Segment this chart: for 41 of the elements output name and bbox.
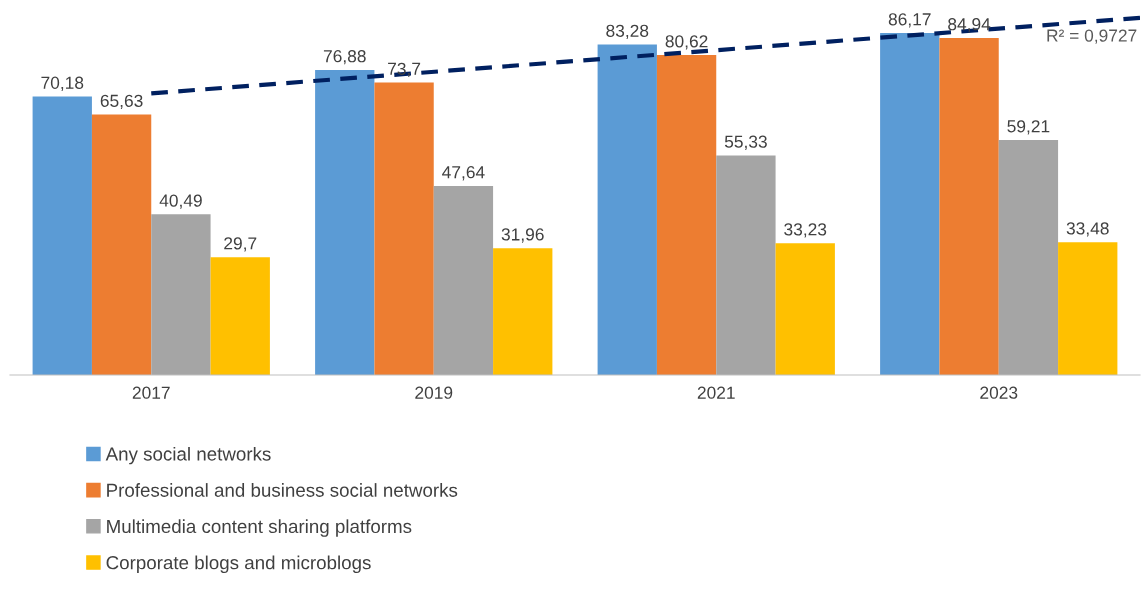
legend-label: Multimedia content sharing platforms [107, 519, 412, 537]
data-label: 83,28 [606, 24, 649, 39]
bar [656, 55, 717, 375]
x-tick-label: 2019 [415, 386, 453, 399]
annotation: R² = 0,9727 [1047, 29, 1137, 44]
data-label: 65,63 [100, 94, 143, 110]
bar [939, 37, 999, 375]
bar [716, 155, 776, 375]
data-label: 29,7 [224, 237, 257, 252]
data-label: 76,88 [323, 50, 366, 65]
bar [32, 96, 92, 375]
bar [998, 140, 1059, 375]
data-label: 80,62 [665, 35, 708, 50]
bar [493, 248, 553, 375]
legend-label: Corporate blogs and microblogs [106, 555, 371, 574]
data-label: 33,48 [1066, 222, 1109, 237]
bar [315, 69, 375, 375]
data-label: 33,23 [784, 223, 827, 238]
bar [91, 114, 152, 375]
x-tick-label: 2023 [980, 386, 1018, 399]
bar [374, 82, 434, 375]
x-tick-label: 2017 [132, 386, 170, 399]
data-label: 31,96 [501, 228, 544, 243]
data-label: 73,7 [388, 62, 421, 77]
bar [433, 185, 494, 375]
bar [151, 214, 211, 375]
x-tick-label: 2021 [697, 386, 735, 399]
data-label: 70,18 [41, 76, 84, 91]
data-label: 47,64 [442, 166, 485, 181]
legend-label: Professional and business social networks [107, 483, 458, 497]
bar [880, 33, 940, 375]
data-label: 59,21 [1007, 120, 1050, 135]
bar [210, 257, 270, 375]
data-label: 86,17 [888, 13, 931, 28]
bar [597, 44, 657, 375]
data-label: 40,49 [159, 194, 202, 209]
bar [775, 243, 835, 375]
bar [1058, 242, 1118, 375]
data-label: 55,33 [724, 135, 767, 150]
data-label: 84,94 [948, 18, 991, 33]
legend-label: Any social networks [105, 446, 271, 465]
